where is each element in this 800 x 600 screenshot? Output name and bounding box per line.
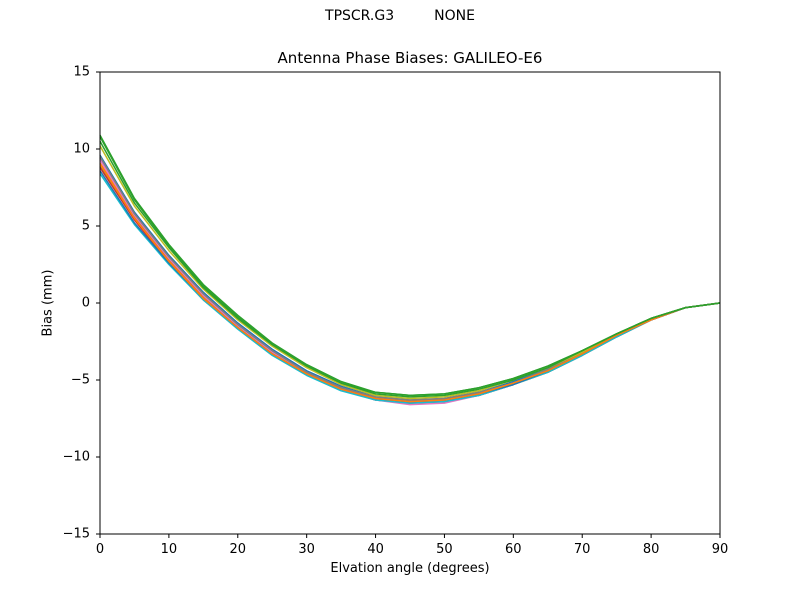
- y-axis-label: Bias (mm): [40, 269, 56, 337]
- x-tick-label: 90: [711, 542, 729, 557]
- y-tick-label: 0: [81, 295, 90, 311]
- plot-frame: [99, 71, 721, 535]
- series-line: [99, 163, 721, 403]
- y-tick-label: 15: [73, 64, 90, 80]
- series-lines: [99, 134, 721, 406]
- x-tick-label: 50: [436, 542, 453, 557]
- x-tick-label: 10: [160, 542, 178, 557]
- figure-suptitle: TPSCR.G3 NONE: [325, 8, 475, 24]
- x-tick-label: 20: [229, 542, 247, 557]
- x-tick-label: 40: [367, 542, 384, 557]
- x-tick-label: 0: [95, 542, 105, 557]
- series-line: [99, 173, 721, 404]
- series-line: [99, 157, 721, 403]
- y-tick-label: 10: [73, 141, 90, 157]
- tick-marks: [96, 71, 721, 538]
- x-axis-label: Elvation angle (degrees): [330, 561, 490, 576]
- y-tick-label: 5: [81, 218, 90, 234]
- x-tick-label: 80: [642, 542, 660, 557]
- y-tick-label: −5: [70, 372, 90, 388]
- series-line: [99, 134, 721, 397]
- x-tick-label: 60: [505, 542, 522, 557]
- series-line: [99, 140, 721, 398]
- x-tick-label: 70: [573, 542, 591, 557]
- series-line: [99, 136, 721, 397]
- y-tick-label: −15: [62, 526, 90, 542]
- chart-title: Antenna Phase Biases: GALILEO-E6: [277, 49, 543, 67]
- y-tick-label: −10: [62, 449, 90, 465]
- x-tick-label: 30: [298, 542, 315, 557]
